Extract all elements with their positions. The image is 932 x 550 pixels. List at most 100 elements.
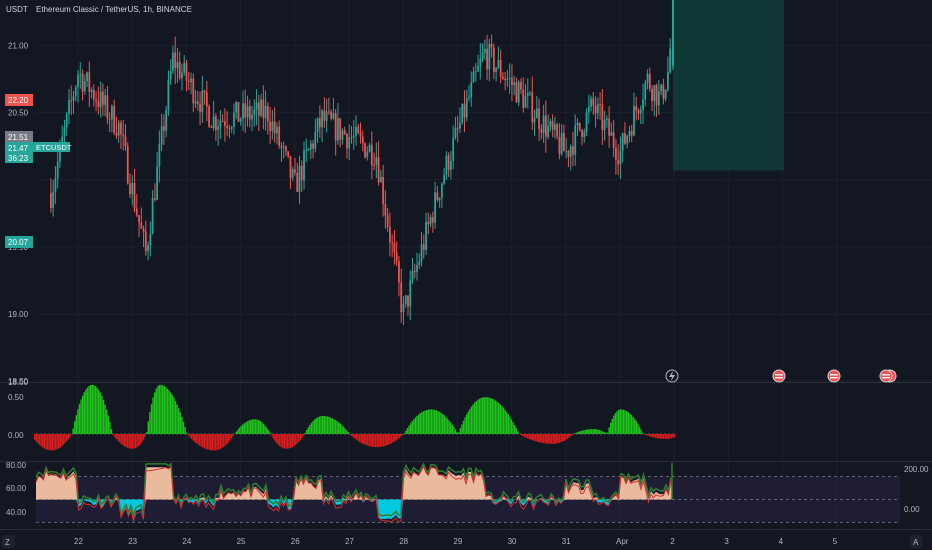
histogram-bar: [410, 423, 412, 434]
histogram-bar: [294, 434, 297, 446]
histogram-bar: [240, 425, 242, 434]
histogram-bar: [72, 428, 74, 434]
corner-button-left[interactable]: Z: [2, 535, 15, 548]
symbol-title[interactable]: Ethereum Classic / TetherUS, 1h, BINANCE: [36, 5, 192, 14]
take-profit-zone[interactable]: [673, 0, 784, 171]
candle-body: [68, 100, 70, 114]
us-flag-event-icon[interactable]: [879, 369, 897, 383]
histogram-bar: [493, 399, 495, 434]
histogram-bar: [309, 424, 311, 434]
candle-body: [158, 144, 161, 167]
histogram-bar: [414, 417, 417, 434]
histogram-bar: [485, 397, 487, 434]
candle-body: [239, 118, 242, 122]
candle-body: [576, 122, 579, 126]
osc2-right-tick: 0.00: [904, 505, 920, 514]
candle-body: [262, 99, 265, 118]
histogram-bar: [250, 419, 252, 434]
symbol-price-tag: 21.47 36:23 ETCUSDT: [5, 142, 72, 163]
candle-body: [569, 146, 572, 157]
histogram-bar: [563, 434, 565, 441]
histogram-bar: [59, 434, 61, 448]
histogram-bar: [430, 409, 433, 434]
histogram-bar: [368, 434, 370, 447]
histogram-bar: [328, 416, 330, 434]
histogram-bar: [589, 429, 591, 434]
candle-body: [436, 192, 439, 201]
histogram-bar: [139, 434, 141, 445]
histogram-bar: [232, 434, 234, 437]
candle-body: [465, 98, 468, 118]
candle-body: [74, 87, 77, 97]
histogram-bar: [403, 433, 405, 434]
candle-body: [477, 65, 479, 72]
candle-body: [300, 165, 303, 181]
candle-body: [348, 137, 351, 149]
candle-body: [117, 122, 120, 136]
us-flag-event-icon[interactable]: [772, 369, 786, 383]
histogram-bar: [275, 434, 277, 443]
candle-body: [662, 84, 665, 100]
candle-body: [502, 76, 504, 79]
us-flag-event-icon[interactable]: [827, 369, 841, 383]
candle-body: [664, 89, 667, 100]
time-tick-label: 2: [670, 537, 675, 546]
candle-body: [440, 183, 443, 198]
candle-body: [181, 72, 183, 79]
candle-body: [497, 60, 500, 68]
histogram-bar: [160, 384, 162, 434]
time-axis[interactable]: 22 23 24 25 26 27 28 29 30 31 Apr 2 3 4 5: [74, 537, 838, 546]
histogram-bar: [462, 420, 465, 434]
corner-button-right[interactable]: A: [910, 535, 923, 548]
histogram-bar: [469, 408, 471, 434]
histogram-bar: [434, 409, 436, 434]
histogram-bar: [123, 434, 125, 447]
candle-body: [282, 146, 285, 148]
histogram-bar: [43, 434, 45, 449]
histogram-bar: [162, 385, 164, 434]
candle-body: [486, 48, 488, 70]
candle-body: [427, 221, 430, 224]
candle-body: [459, 122, 461, 129]
histogram-bar: [646, 434, 649, 436]
histogram-bar: [120, 434, 122, 444]
histogram-bar: [670, 434, 673, 439]
symbol-price-label: 21.47: [8, 144, 29, 153]
histogram-bar: [235, 431, 237, 434]
histogram-bar: [590, 429, 593, 434]
histogram-bar: [645, 434, 647, 436]
lightning-event-icon[interactable]: [665, 369, 679, 383]
candle-body: [115, 132, 118, 136]
histogram-bar: [560, 434, 562, 443]
histogram-bar: [392, 434, 394, 443]
histogram-bar: [373, 434, 375, 447]
candle-body: [504, 78, 507, 81]
histogram-bar: [387, 434, 389, 445]
histogram-bar: [480, 397, 482, 434]
histogram-bar: [634, 418, 636, 434]
osc2-tick: 60.00: [6, 484, 27, 493]
candle-body: [334, 113, 337, 141]
candle-body: [330, 111, 333, 119]
candle-body: [178, 61, 181, 79]
histogram-bar: [470, 406, 473, 434]
histogram-bar: [301, 434, 303, 438]
histogram-bar: [254, 419, 257, 434]
candle-body: [271, 121, 274, 131]
candle-body: [407, 295, 409, 307]
histogram-bar: [168, 390, 170, 434]
candle-body: [379, 177, 382, 183]
histogram-bar: [427, 409, 429, 434]
histogram-bar: [101, 395, 103, 434]
histogram-bar: [488, 397, 490, 434]
histogram-bar: [512, 422, 514, 434]
histogram-bar: [131, 434, 133, 449]
histogram-bar: [386, 434, 388, 446]
histogram-bar: [594, 429, 596, 434]
candle-body: [203, 90, 206, 93]
histogram-bar: [48, 434, 50, 451]
momentum-histogram: [34, 384, 676, 451]
candle-body: [266, 105, 269, 122]
histogram-bar: [458, 432, 460, 434]
